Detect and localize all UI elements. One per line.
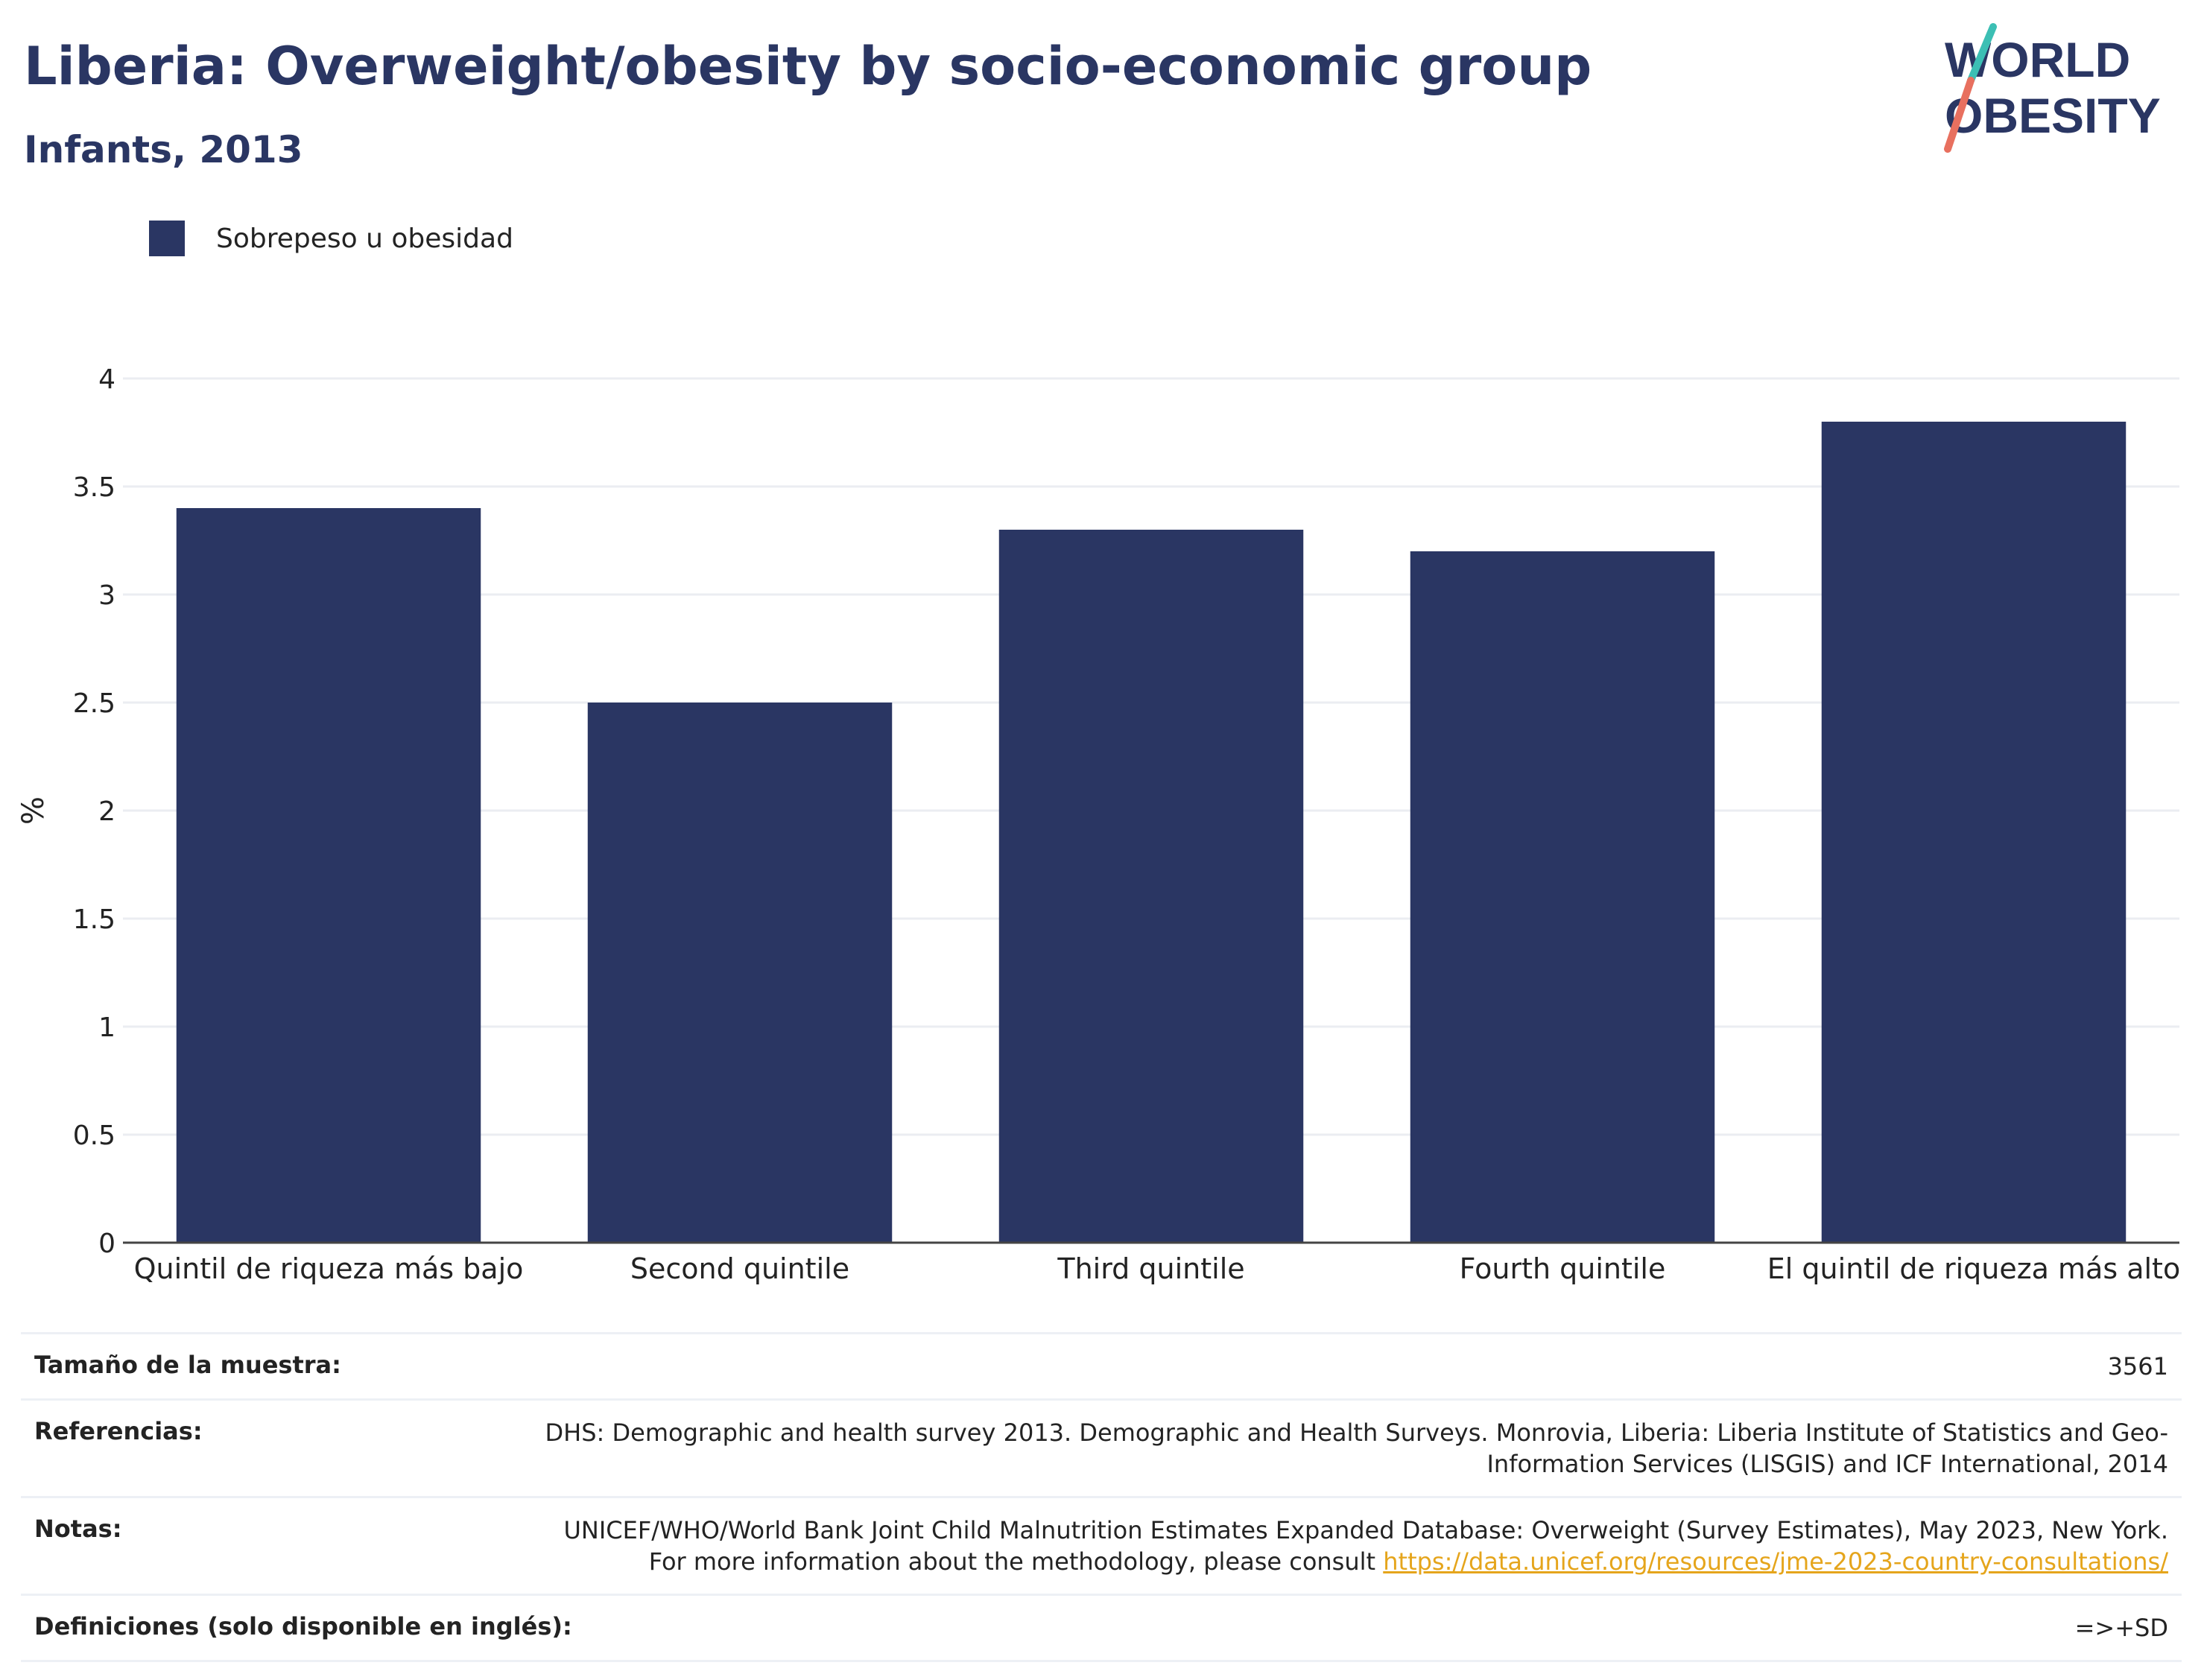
sample-size-label: Tamaño de la muestra: [34,1351,341,1379]
notes-text: UNICEF/WHO/World Bank Joint Child Malnut… [563,1516,2169,1576]
chart-footer: Tamaño de la muestra: 3561 Referencias: … [21,1332,2182,1662]
sample-size-value: 3561 [2107,1352,2168,1381]
bar [1410,551,1715,1243]
y-tick-label: 3 [98,580,115,611]
footer-row-definitions: Definiciones (solo disponible en inglés)… [21,1594,2182,1662]
bar [587,703,893,1243]
references-value: DHS: Demographic and health survey 2013.… [545,1419,2168,1478]
y-tick-label: 1.5 [73,904,115,935]
bar-chart: 0 0.5 1 1.5 2 2.5 3 3.5 4 Quintil de riqueza más … [16,364,2180,1285]
definitions-label: Definiciones (solo disponible en inglés)… [34,1612,572,1641]
footer-row-notes: Notas: UNICEF/WHO/World Bank Joint Child… [21,1496,2182,1594]
y-tick-label: 2.5 [73,688,115,719]
y-tick-label: 4 [98,364,115,395]
notes-value: UNICEF/WHO/World Bank Joint Child Malnut… [529,1515,2169,1577]
notes-label: Notas: [34,1515,122,1543]
footer-row-sample: Tamaño de la muestra: 3561 [21,1332,2182,1398]
y-tick-label: 2 [98,796,115,827]
x-tick-label: El quintil de riqueza más alto [1767,1252,2180,1285]
bar [998,530,1304,1243]
definitions-value: =>+SD [2074,1614,2168,1642]
x-tick-label: Third quintile [1057,1252,1244,1285]
bar [176,508,481,1243]
y-tick-label: 0 [98,1229,115,1259]
footer-row-references: Referencias: DHS: Demographic and health… [21,1398,2182,1496]
references-label: Referencias: [34,1417,203,1445]
chart-subtitle: Infants, 2013 [24,128,303,171]
y-tick-label: 0.5 [73,1120,115,1151]
y-tick-label: 3.5 [73,472,115,503]
notes-link[interactable]: https://data.unicef.org/resources/jme-20… [1383,1547,2168,1576]
chart-title: Liberia: Overweight/obesity by socio-eco… [24,36,1592,97]
x-tick-label: Second quintile [630,1252,849,1285]
svg-text:OBESITY: OBESITY [1945,88,2161,143]
y-axis-label: % [16,796,51,825]
chart-legend: Sobrepeso u obesidad [149,221,513,256]
bar [1821,422,2127,1243]
world-obesity-logo: WORLD OBESITY [1944,23,2161,153]
x-tick-label: Quintil de riqueza más bajo [134,1252,524,1285]
x-tick-label: Fourth quintile [1460,1252,1666,1285]
y-tick-label: 1 [98,1012,115,1043]
legend-swatch [149,221,185,256]
legend-label: Sobrepeso u obesidad [216,223,513,254]
